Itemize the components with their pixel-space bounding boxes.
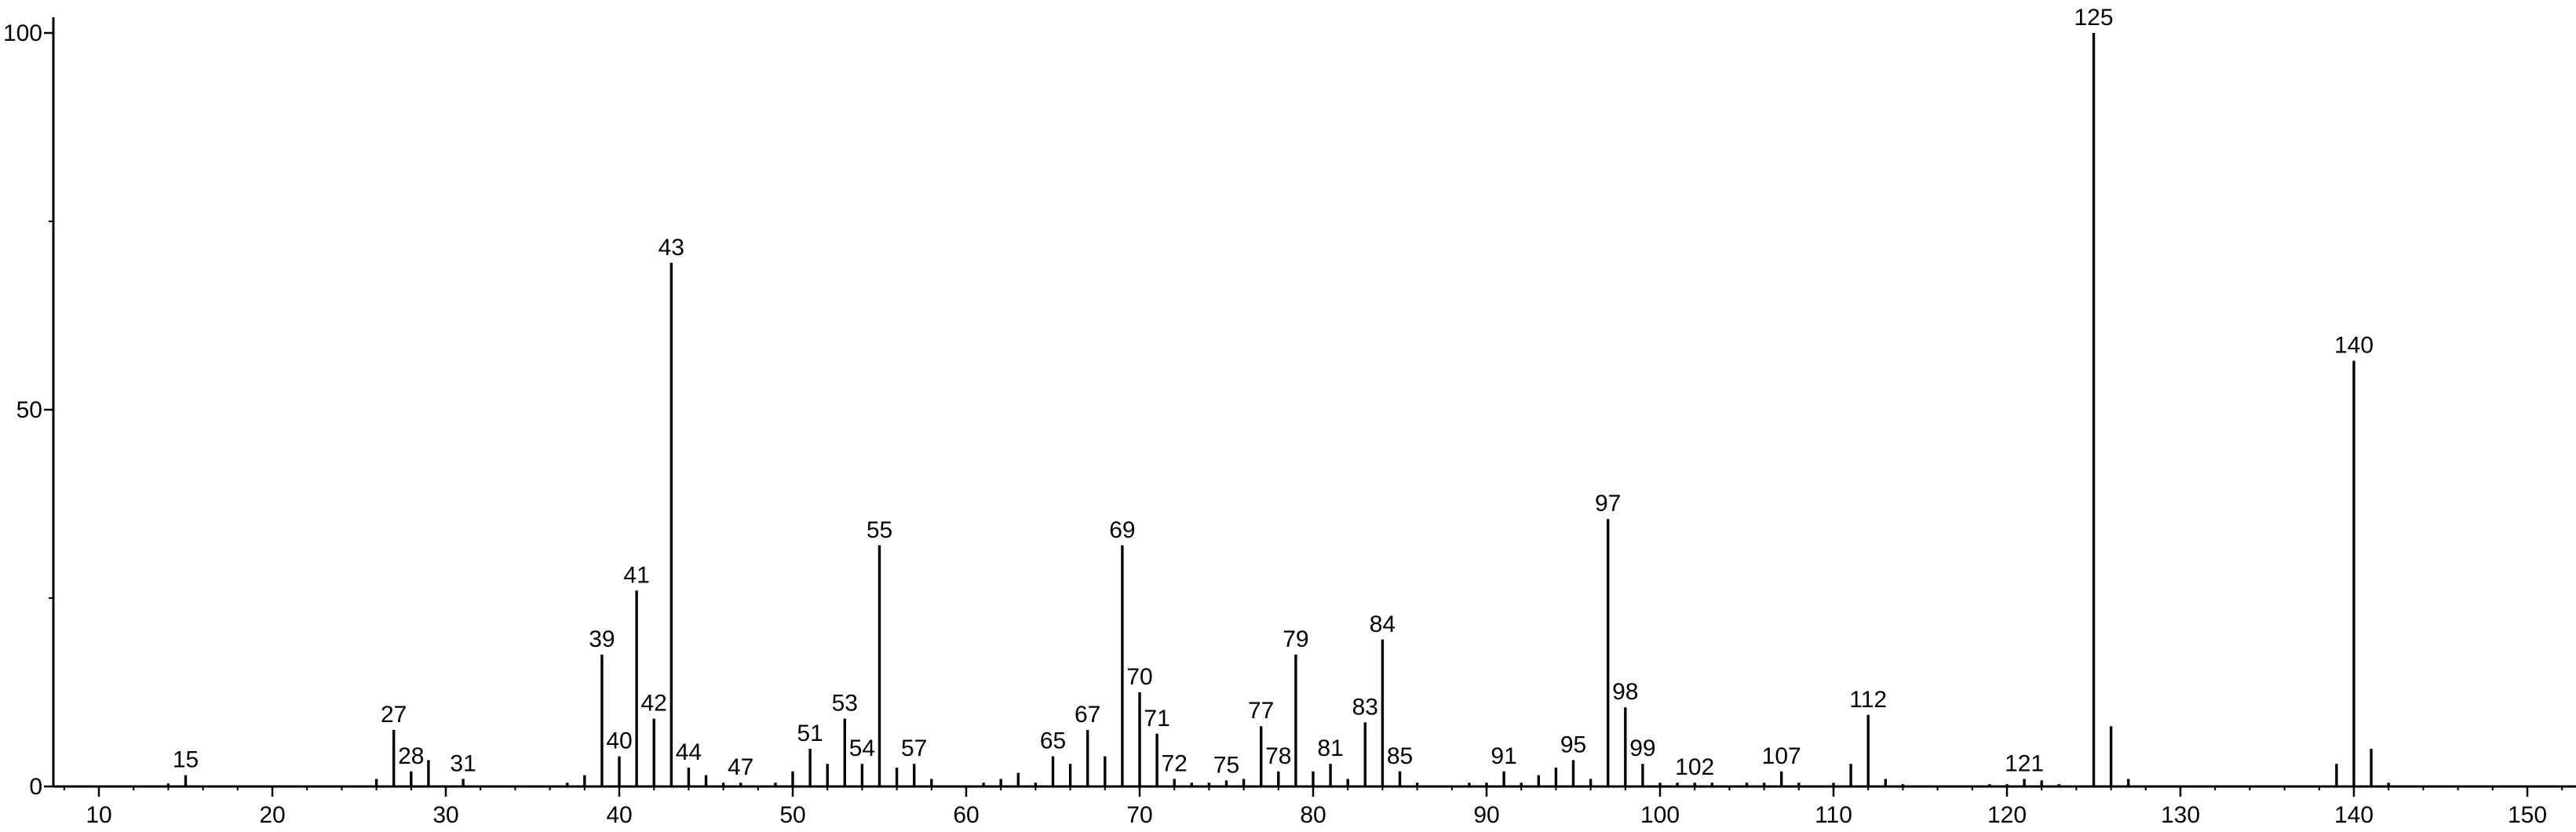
- peak-label-77: 77: [1248, 698, 1274, 724]
- peak-label-42: 42: [641, 691, 667, 717]
- peak-label-71: 71: [1144, 706, 1169, 732]
- x-tick-label: 110: [1815, 802, 1852, 828]
- peak-label-125: 125: [2074, 5, 2113, 31]
- x-tick-label: 120: [1987, 802, 2027, 828]
- peak-label-43: 43: [659, 235, 684, 261]
- peak-label-67: 67: [1075, 702, 1100, 728]
- x-tick-label: 30: [432, 802, 458, 828]
- peak-label-41: 41: [623, 562, 649, 588]
- peak-label-47: 47: [728, 754, 753, 780]
- peak-label-99: 99: [1629, 735, 1655, 761]
- peak-label-84: 84: [1370, 611, 1396, 637]
- peak-label-79: 79: [1283, 626, 1308, 652]
- x-tick-label: 80: [1300, 802, 1326, 828]
- peak-label-65: 65: [1040, 728, 1066, 754]
- peak-label-102: 102: [1675, 754, 1714, 780]
- peak-label-140: 140: [2334, 333, 2373, 359]
- peak-label-75: 75: [1213, 752, 1239, 778]
- peak-label-98: 98: [1612, 679, 1638, 705]
- spectrum-peaks: [166, 33, 2390, 786]
- x-tick-label: 140: [2334, 802, 2373, 828]
- x-tick-label: 100: [1640, 802, 1680, 828]
- x-tick-label: 150: [2508, 802, 2547, 828]
- peak-label-39: 39: [589, 626, 615, 652]
- peak-label-55: 55: [867, 517, 892, 543]
- x-tick-label: 70: [1126, 802, 1152, 828]
- peak-label-51: 51: [797, 721, 823, 746]
- peak-label-44: 44: [676, 739, 702, 765]
- peak-label-72: 72: [1162, 750, 1188, 776]
- peak-label-31: 31: [450, 750, 476, 776]
- peak-label-78: 78: [1265, 743, 1291, 769]
- peak-label-28: 28: [398, 743, 424, 769]
- peak-label-91: 91: [1491, 743, 1516, 769]
- peak-label-57: 57: [901, 735, 927, 761]
- x-tick-label: 10: [86, 802, 111, 828]
- y-tick-label: 50: [16, 397, 42, 423]
- y-tick-label: 100: [3, 20, 42, 46]
- x-axis-ticks: 10 20 30 40 50 60 70 80 90 100 110 120 130 140 150: [86, 786, 2547, 828]
- peak-label-95: 95: [1560, 732, 1586, 757]
- x-tick-label: 50: [779, 802, 805, 828]
- peak-label-81: 81: [1317, 735, 1343, 761]
- peak-labels: 15 27 28 31 39 40 41 42 43 44 47 51 53 54 55 57 65 67 69 70…: [173, 5, 2373, 780]
- peak-label-83: 83: [1352, 694, 1378, 720]
- x-tick-label: 130: [2161, 802, 2200, 828]
- peak-label-112: 112: [1849, 687, 1887, 713]
- peak-label-97: 97: [1595, 491, 1621, 516]
- peak-label-40: 40: [606, 728, 632, 754]
- peak-label-69: 69: [1109, 517, 1135, 543]
- peak-label-70: 70: [1126, 664, 1152, 690]
- y-axis-ticks: 0 50 100: [3, 20, 53, 800]
- peak-label-53: 53: [832, 691, 858, 717]
- peak-label-85: 85: [1387, 743, 1413, 769]
- peak-label-15: 15: [173, 747, 199, 773]
- peak-label-54: 54: [849, 735, 875, 761]
- x-tick-label: 20: [259, 802, 285, 828]
- peak-label-27: 27: [381, 702, 407, 728]
- x-tick-label: 40: [606, 802, 632, 828]
- y-tick-label: 0: [29, 774, 42, 800]
- x-tick-label: 90: [1473, 802, 1499, 828]
- peak-label-107: 107: [1762, 743, 1801, 769]
- peak-label-121: 121: [2005, 750, 2044, 776]
- x-tick-label: 60: [953, 802, 979, 828]
